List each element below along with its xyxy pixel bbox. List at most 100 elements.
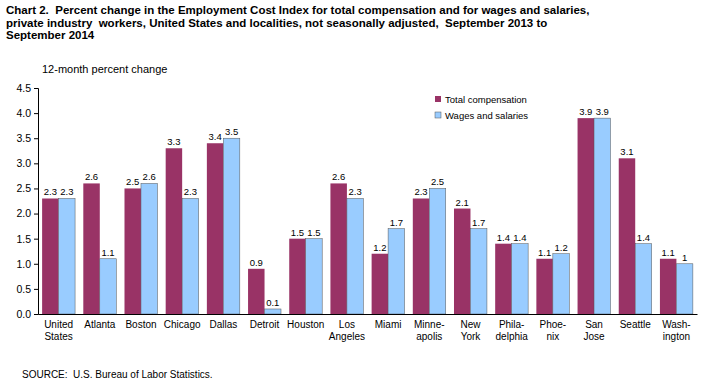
data-label: 2.3 (414, 186, 427, 197)
title: Chart 2. Percent change in the Employmen… (6, 4, 589, 41)
tick-mark (34, 163, 38, 164)
tick: Detroit (250, 319, 280, 330)
data-labels: 2.3 2.6 2.5 3.3 3.4 0.9 1.5 2.6 1.2 2.3 2.1 1.4 1.1 3… (44, 106, 688, 308)
data-label: 2.3 (349, 186, 362, 197)
tick: 3.5 (16, 132, 38, 144)
source: SOURCE: U.S. Bureau of Labor Statistics. (22, 369, 213, 380)
data-label: 2.3 (60, 186, 73, 197)
data-label: 2.3 (184, 186, 197, 197)
tick-label: SanJose (583, 319, 605, 342)
data-label: 1 (682, 252, 687, 263)
tick-label: 2.5 (16, 182, 31, 194)
bar (553, 254, 569, 314)
tick-label: 2.0 (16, 207, 31, 219)
data-label: 2.1 (456, 197, 469, 208)
bar (429, 188, 445, 314)
tick: Miami (375, 319, 402, 330)
tick-label: 4.5 (16, 82, 31, 94)
tick-label: Dallas (209, 319, 237, 330)
tick-label: 1.0 (16, 258, 31, 270)
tick: Boston (125, 319, 156, 330)
tick: 2.0 (16, 207, 38, 219)
bar (470, 229, 486, 314)
data-label: 2.6 (143, 171, 156, 182)
tick-mark (34, 239, 38, 240)
bar (594, 118, 610, 314)
bar (223, 138, 239, 314)
tick-label: LosAngeles (329, 319, 365, 342)
legend-label: Total compensation (445, 94, 527, 105)
tick-mark (34, 264, 38, 265)
bar (512, 244, 528, 314)
tick: Phoe-nix (540, 319, 567, 342)
data-label: 0.1 (266, 297, 279, 308)
tick-mark (34, 88, 38, 89)
tick-mark (34, 289, 38, 290)
tick: 0.5 (16, 283, 38, 295)
bar (388, 229, 404, 314)
tick-label: Atlanta (84, 319, 116, 330)
bar (347, 198, 363, 314)
data-label: 3.9 (596, 106, 609, 117)
tick-label: Phila-delphia (496, 319, 529, 342)
bar (495, 244, 511, 314)
data-label: 3.1 (620, 146, 633, 157)
bar (676, 264, 692, 314)
bar (289, 239, 305, 314)
tick: 1.5 (16, 233, 38, 245)
data-label: 2.6 (85, 171, 98, 182)
axis-line (34, 89, 39, 315)
tick: 1.0 (16, 258, 38, 270)
data-label: 1.4 (497, 232, 510, 243)
data-label: 3.4 (208, 131, 221, 142)
tick: Dallas (209, 319, 237, 330)
tick: SanJose (583, 319, 605, 342)
tick: 3.0 (16, 157, 38, 169)
tick-mark (34, 138, 38, 139)
chart: Chart 2. Percent change in the Employmen… (0, 0, 702, 390)
bar (42, 198, 58, 314)
bar (248, 269, 264, 314)
bar (330, 183, 346, 314)
bar (536, 259, 552, 314)
bar (100, 259, 116, 314)
tick: LosAngeles (329, 319, 365, 342)
legend-item: Wages and salaries (435, 110, 528, 121)
tick-label: NewYork (460, 319, 481, 342)
data-label: 1.1 (101, 247, 114, 258)
bar (83, 183, 99, 314)
tick: 4.5 (16, 82, 38, 94)
tick-label: UnitedStates (44, 319, 73, 342)
bar (166, 148, 182, 314)
tick-label: Houston (287, 319, 324, 330)
tick: 0.0 (16, 308, 38, 320)
data-label: 1.2 (373, 242, 386, 253)
data-label: 1.7 (472, 217, 485, 228)
legend-label: Wages and salaries (445, 110, 528, 121)
tick: 4.0 (16, 107, 38, 119)
legend-item: Total compensation (435, 94, 527, 105)
data-label: 1.5 (307, 227, 320, 238)
data-label: 2.5 (431, 176, 444, 187)
tick: NewYork (460, 319, 481, 342)
axis-line (39, 314, 698, 315)
tick: Seattle (620, 319, 652, 330)
tick-label: 1.5 (16, 233, 31, 245)
data-label: 2.3 (44, 186, 57, 197)
tick-label: Wash-ington (662, 319, 691, 342)
data-label: 2.6 (332, 171, 345, 182)
data-label: 0.9 (250, 257, 263, 268)
tick: Chicago (164, 319, 201, 330)
data-label: 1.5 (291, 227, 304, 238)
x-axis: UnitedStates Atlanta Boston Chicago Dallas De… (39, 315, 698, 343)
tick: Wash-ington (662, 319, 691, 342)
tick: Minne-apolis (414, 319, 445, 342)
bar (578, 118, 594, 314)
data-label: 1.2 (554, 242, 567, 253)
tick-label: 0.0 (16, 308, 31, 320)
bar (124, 188, 140, 314)
bar (265, 309, 281, 314)
bar (306, 239, 322, 314)
y-axis: 0.0 0.5 1.0 1.5 2.0 2.5 3.0 3.5 4.0 4.5 (16, 82, 38, 320)
data-label: 3.3 (167, 136, 180, 147)
